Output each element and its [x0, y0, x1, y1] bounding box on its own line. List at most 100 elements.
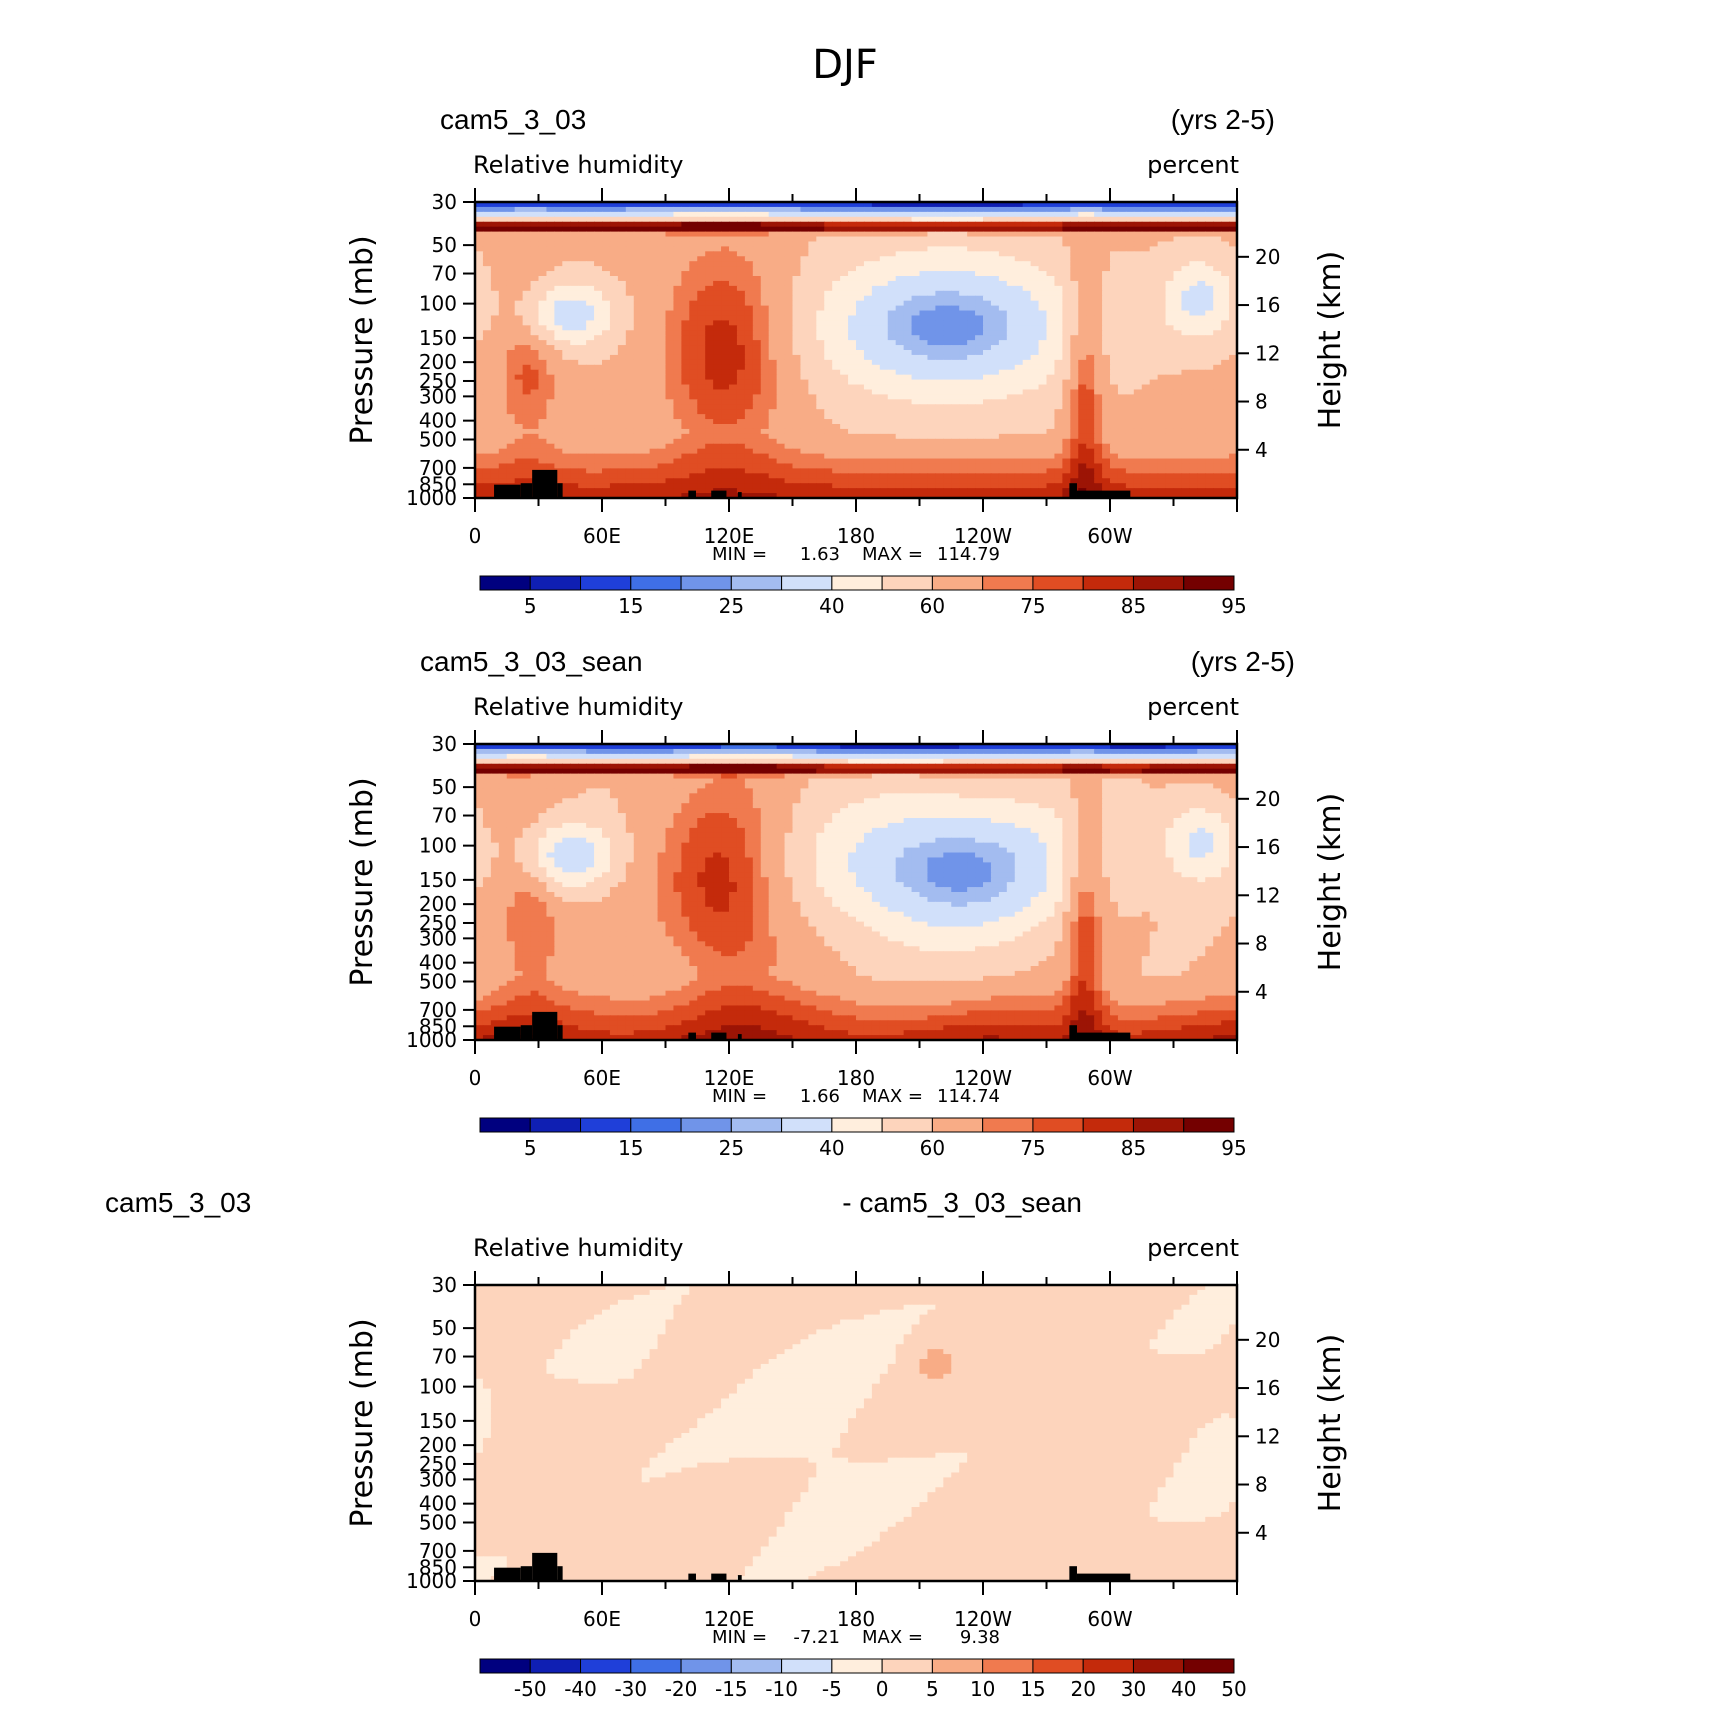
heatmap-cell: [1117, 241, 1127, 247]
heatmap-cell: [895, 271, 905, 277]
heatmap-cell: [721, 428, 730, 435]
heatmap-cell: [1149, 300, 1159, 307]
heatmap-cell: [729, 271, 738, 277]
heatmap-cell: [665, 414, 675, 420]
heatmap-cell: [824, 330, 833, 336]
heatmap-cell: [744, 384, 754, 391]
heatmap-cell: [863, 384, 873, 391]
heatmap-cell: [617, 320, 627, 326]
heatmap-cell: [792, 325, 802, 331]
heatmap-cell: [752, 379, 762, 386]
heatmap-cell: [633, 325, 643, 331]
heatmap-cell: [1070, 266, 1079, 272]
heatmap-cell: [975, 399, 984, 405]
heatmap-cell: [602, 345, 611, 351]
heatmap-cell: [800, 330, 809, 336]
heatmap-cell: [935, 241, 944, 247]
heatmap-cell: [943, 364, 952, 371]
heatmap-cell: [760, 325, 770, 331]
heatmap-cell: [641, 280, 651, 287]
heatmap-cell: [522, 320, 532, 326]
heatmap-cell: [911, 295, 921, 302]
heatmap-cell: [959, 409, 968, 415]
heatmap-cell: [959, 453, 968, 460]
heatmap-cell: [1046, 433, 1056, 440]
heatmap-cell: [1189, 443, 1198, 450]
heatmap-cell: [848, 364, 857, 371]
heatmap-cell: [800, 246, 809, 252]
heatmap-cell: [1038, 350, 1048, 356]
heatmap-cell: [816, 241, 825, 247]
heatmap-cell: [538, 320, 548, 326]
heatmap-cell: [951, 280, 960, 287]
heatmap-cell: [951, 236, 960, 243]
heatmap-cell: [617, 384, 627, 391]
heatmap-cell: [1181, 320, 1190, 326]
heatmap-cell: [1006, 414, 1016, 420]
heatmap-cell: [1046, 374, 1056, 381]
heatmap-cell: [919, 221, 929, 228]
heatmap-cell: [570, 345, 579, 351]
heatmap-cell: [665, 290, 675, 297]
heatmap-cell: [768, 325, 778, 331]
heatmap-cell: [1157, 280, 1167, 287]
heatmap-cell: [744, 315, 754, 321]
heatmap-cell: [808, 433, 817, 440]
heatmap-cell: [863, 251, 873, 257]
heatmap-cell: [633, 315, 643, 321]
heatmap-cell: [895, 364, 905, 371]
heatmap-cell: [808, 246, 817, 252]
heatmap-cell: [1046, 261, 1056, 267]
heatmap-cell: [1189, 246, 1198, 252]
heatmap-cell: [1205, 419, 1214, 425]
heatmap-cell: [514, 285, 524, 292]
heatmap-cell: [609, 256, 619, 262]
heatmap-cell: [633, 364, 643, 371]
heatmap-cell: [498, 246, 508, 252]
heatmap-cell: [697, 221, 706, 228]
heatmap-cell: [1094, 384, 1103, 391]
heatmap-cell: [1205, 424, 1214, 430]
heatmap-cell: [800, 438, 809, 445]
heatmap-cell: [657, 404, 667, 410]
heatmap-cell: [1038, 315, 1048, 321]
heatmap-cell: [871, 350, 881, 356]
heatmap-cell: [903, 295, 913, 302]
heatmap-cell: [832, 320, 841, 326]
heatmap-cell: [1070, 399, 1079, 405]
heatmap-cell: [1141, 424, 1151, 430]
heatmap-cell: [800, 251, 809, 257]
heatmap-cell: [887, 433, 897, 440]
heatmap-cell: [1173, 335, 1183, 341]
heatmap-cell: [1197, 340, 1206, 346]
heatmap-cell: [975, 206, 984, 213]
heatmap-cell: [1173, 453, 1183, 460]
heatmap-cell: [1141, 300, 1151, 307]
heatmap-cell: [1070, 330, 1079, 336]
heatmap-cell: [983, 280, 992, 287]
heatmap-cell: [927, 330, 936, 336]
heatmap-cell: [1125, 428, 1135, 435]
heatmap-cell: [1189, 226, 1198, 233]
heatmap-cell: [1070, 325, 1079, 331]
heatmap-cell: [967, 389, 976, 395]
heatmap-cell: [633, 448, 643, 455]
heatmap-cell: [657, 438, 667, 445]
heatmap-cell: [895, 384, 905, 391]
heatmap-cell: [546, 290, 555, 297]
heatmap-cell: [808, 345, 817, 351]
heatmap-cell: [1133, 345, 1143, 351]
heatmap-cell: [705, 340, 714, 346]
heatmap-cell: [959, 305, 968, 312]
heatmap-cell: [609, 320, 619, 326]
heatmap-cell: [729, 236, 738, 243]
heatmap-cell: [530, 231, 540, 238]
heatmap-cell: [975, 231, 984, 238]
heatmap-cell: [697, 305, 706, 312]
heatmap-cell: [1213, 221, 1222, 228]
heatmap-cell: [951, 266, 960, 272]
heatmap-cell: [863, 246, 873, 252]
heatmap-cell: [689, 345, 698, 351]
heatmap-cell: [887, 419, 897, 425]
heatmap-cell: [482, 345, 492, 351]
